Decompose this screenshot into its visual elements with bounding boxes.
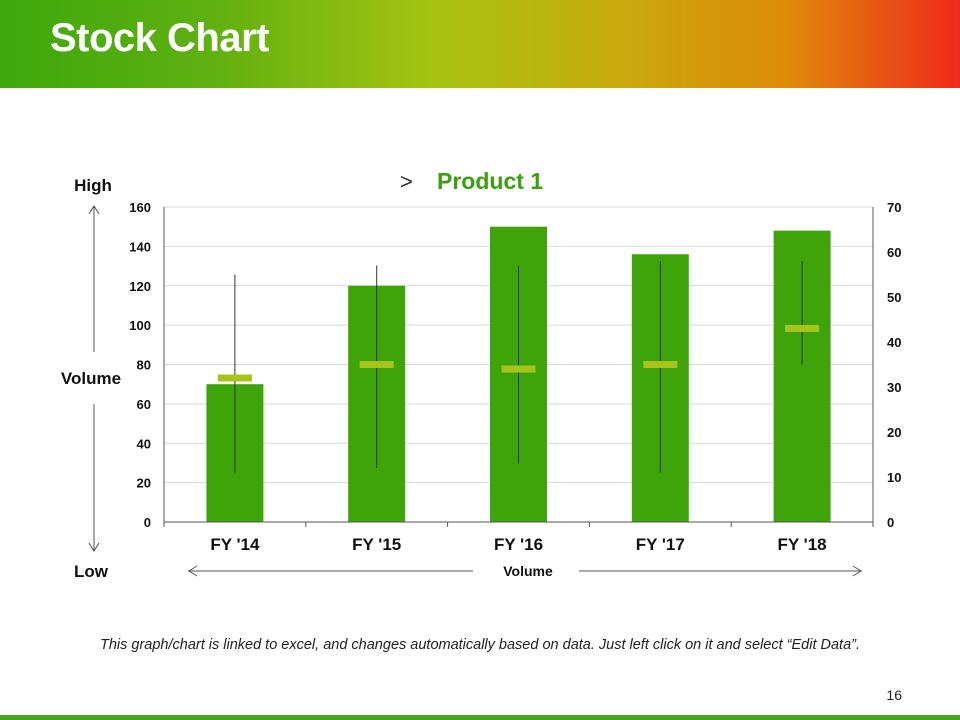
arrow-up-icon — [88, 205, 100, 215]
axis-labels: 0 20 40 60 80 100 120 140 160 0 10 20 30 40 50 60 70 FY '… — [129, 200, 901, 554]
footnote: This graph/chart is linked to excel, and… — [99, 637, 861, 653]
left-volume-label: Volume — [61, 369, 121, 388]
left-tick-label: 140 — [129, 239, 151, 254]
arrow-left-icon — [188, 565, 198, 577]
left-tick-label: 0 — [144, 515, 151, 530]
left-tick-label: 40 — [137, 436, 151, 451]
left-tick-label: 160 — [129, 200, 151, 215]
chart-title: Product 1 — [437, 168, 543, 194]
slide-title: Stock Chart — [50, 16, 270, 60]
high-label: High — [74, 176, 112, 195]
category-label: FY '14 — [210, 535, 260, 554]
category-label: FY '18 — [778, 535, 827, 554]
category-label: FY '17 — [636, 535, 685, 554]
left-tick-label: 80 — [137, 358, 151, 373]
right-tick-label: 10 — [887, 470, 901, 485]
header-band — [0, 0, 960, 88]
left-tick-label: 120 — [129, 279, 151, 294]
close-marker — [785, 325, 820, 332]
right-tick-label: 70 — [887, 200, 901, 215]
bottom-volume-label: Volume — [503, 563, 553, 579]
horizontal-arrow — [188, 565, 862, 577]
left-tick-label: 60 — [137, 397, 151, 412]
left-tick-label: 100 — [129, 318, 151, 333]
category-label: FY '15 — [352, 535, 401, 554]
right-tick-label: 40 — [887, 335, 901, 350]
arrow-right-icon — [852, 565, 862, 577]
chevron-right-icon: > — [400, 169, 413, 194]
low-label: Low — [74, 562, 109, 581]
right-tick-label: 0 — [887, 515, 894, 530]
page-number: 16 — [886, 687, 902, 703]
close-markers — [217, 325, 820, 382]
close-marker — [643, 361, 678, 368]
axes — [163, 207, 874, 527]
right-tick-label: 20 — [887, 425, 901, 440]
category-label: FY '16 — [494, 535, 543, 554]
close-marker — [217, 374, 252, 382]
close-marker — [359, 361, 394, 368]
vertical-arrow — [88, 205, 100, 552]
close-marker — [501, 365, 536, 373]
footer-bar — [0, 715, 960, 720]
arrow-down-icon — [88, 542, 100, 552]
right-tick-label: 60 — [887, 245, 901, 260]
left-tick-label: 20 — [137, 476, 151, 491]
right-tick-label: 30 — [887, 380, 901, 395]
right-tick-label: 50 — [887, 290, 901, 305]
